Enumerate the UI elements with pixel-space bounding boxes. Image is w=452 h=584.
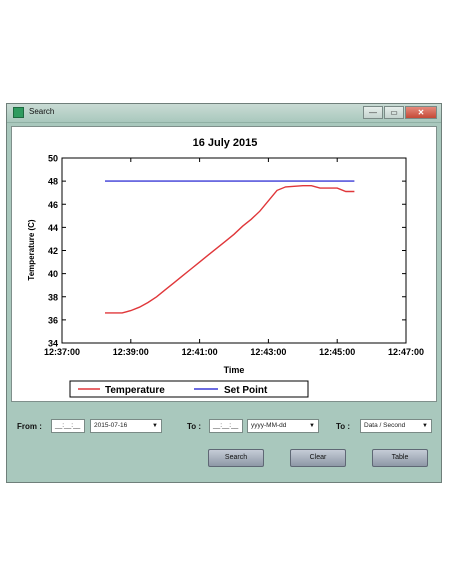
app-icon <box>13 107 24 118</box>
y-tick-label: 48 <box>48 177 58 187</box>
from-label: From : <box>17 422 42 431</box>
maximize-button[interactable]: ▭ <box>384 106 404 119</box>
to-label: To : <box>187 422 202 431</box>
output-mode-select[interactable]: Data / Second ▼ <box>360 419 432 433</box>
y-tick-label: 36 <box>48 315 58 325</box>
search-window: Search — ▭ ✕ 16 July 2015 Time Temperatu… <box>6 103 442 483</box>
from-time-input[interactable]: __:__:__ <box>51 419 85 433</box>
temperature-chart: 16 July 2015 Time Temperature (C) 34 36 38… <box>27 137 424 398</box>
legend-label-set-point: Set Point <box>224 385 268 396</box>
x-tick-label: 12:39:00 <box>113 347 149 357</box>
from-date-select[interactable]: 2015-07-16 ▼ <box>90 419 162 433</box>
search-button[interactable]: Search <box>208 449 264 467</box>
x-tick-label: 12:47:00 <box>388 347 424 357</box>
close-button[interactable]: ✕ <box>405 106 437 119</box>
y-axis-label: Temperature (C) <box>27 219 36 281</box>
title-bar[interactable]: Search — ▭ ✕ <box>7 104 441 123</box>
chart-panel: 16 July 2015 Time Temperature (C) 34 36 38… <box>11 126 437 402</box>
x-tick-label: 12:37:00 <box>44 347 80 357</box>
chevron-down-icon: ▼ <box>152 423 158 429</box>
y-tick-label: 50 <box>48 154 58 164</box>
y-tick-label: 34 <box>48 339 58 349</box>
x-tick-label: 12:43:00 <box>250 347 286 357</box>
legend: Temperature Set Point <box>69 380 309 398</box>
clear-button[interactable]: Clear <box>290 449 346 467</box>
search-controls: From : __:__:__ 2015-07-16 ▼ To : __:__:… <box>7 404 441 482</box>
window-title: Search <box>29 107 55 116</box>
to-time-input[interactable]: __:__:__ <box>209 419 243 433</box>
chevron-down-icon: ▼ <box>422 423 428 429</box>
output-label: To : <box>336 422 351 431</box>
y-tick-label: 44 <box>48 223 58 233</box>
series-line-temperature <box>105 185 355 314</box>
chart-title: 16 July 2015 <box>193 137 258 149</box>
to-date-select[interactable]: yyyy-MM-dd ▼ <box>247 419 319 433</box>
window-controls: — ▭ ✕ <box>363 106 437 119</box>
y-tick-label: 42 <box>48 246 58 256</box>
from-date-value: 2015-07-16 <box>94 422 128 429</box>
legend-label-temperature: Temperature <box>105 385 165 396</box>
legend-box <box>69 380 309 398</box>
y-tick-label: 40 <box>48 269 58 279</box>
minimize-button[interactable]: — <box>363 106 383 119</box>
to-date-placeholder: yyyy-MM-dd <box>251 422 287 429</box>
y-tick-label: 46 <box>48 200 58 210</box>
x-axis-label: Time <box>224 365 245 375</box>
table-button[interactable]: Table <box>372 449 428 467</box>
axis-ticks: 34 36 38 40 42 44 46 48 50 12:37:00 12:39:00 12:41:… <box>44 154 424 358</box>
y-tick-label: 38 <box>48 292 58 302</box>
series-lines <box>105 180 355 314</box>
plot-area <box>61 157 407 344</box>
output-mode-value: Data / Second <box>364 422 406 429</box>
x-tick-label: 12:45:00 <box>319 347 355 357</box>
x-tick-label: 12:41:00 <box>182 347 218 357</box>
chevron-down-icon: ▼ <box>309 423 315 429</box>
